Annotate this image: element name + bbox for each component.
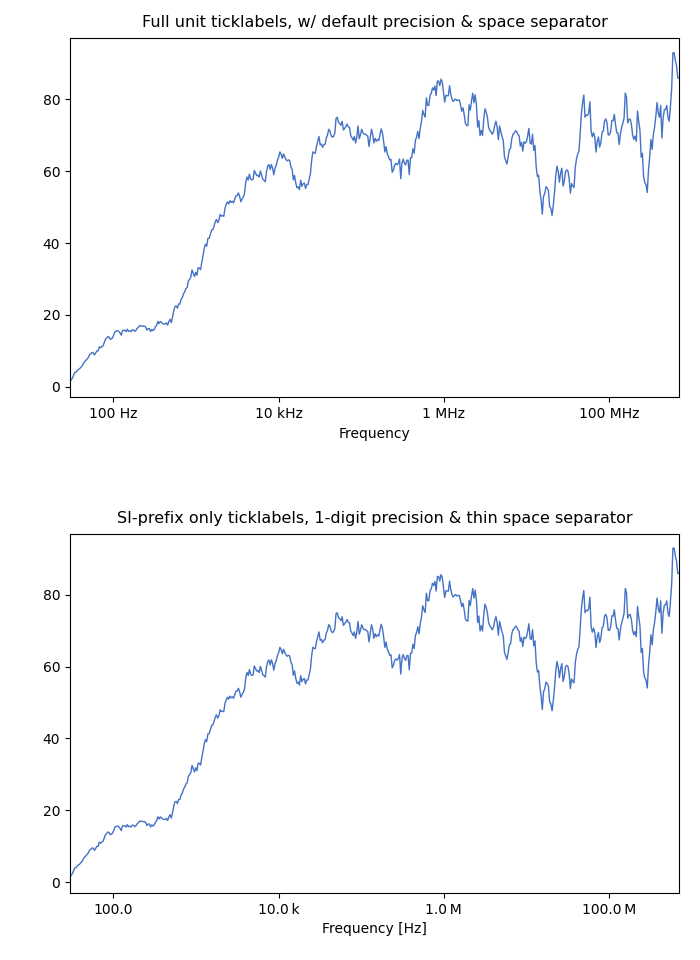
- Title: Full unit ticklabels, w/ default precision & space separator: Full unit ticklabels, w/ default precisi…: [141, 15, 608, 31]
- X-axis label: Frequency [Hz]: Frequency [Hz]: [322, 922, 427, 936]
- Title: SI-prefix only ticklabels, 1-digit precision & thin space separator: SI-prefix only ticklabels, 1-digit preci…: [117, 511, 632, 526]
- X-axis label: Frequency: Frequency: [339, 426, 410, 441]
